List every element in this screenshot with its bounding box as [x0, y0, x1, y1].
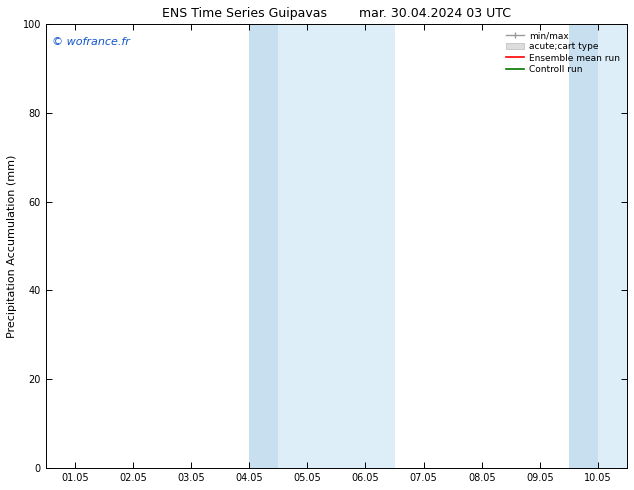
Bar [278, 24, 394, 468]
Text: © wofrance.fr: © wofrance.fr [51, 37, 129, 47]
Bar [249, 24, 278, 468]
Title: ENS Time Series Guipavas        mar. 30.04.2024 03 UTC: ENS Time Series Guipavas mar. 30.04.2024… [162, 7, 511, 20]
Y-axis label: Precipitation Accumulation (mm): Precipitation Accumulation (mm) [7, 154, 17, 338]
Bar [569, 24, 598, 468]
Legend: min/max, acute;cart type, Ensemble mean run, Controll run: min/max, acute;cart type, Ensemble mean … [503, 28, 623, 76]
Bar [598, 24, 634, 468]
